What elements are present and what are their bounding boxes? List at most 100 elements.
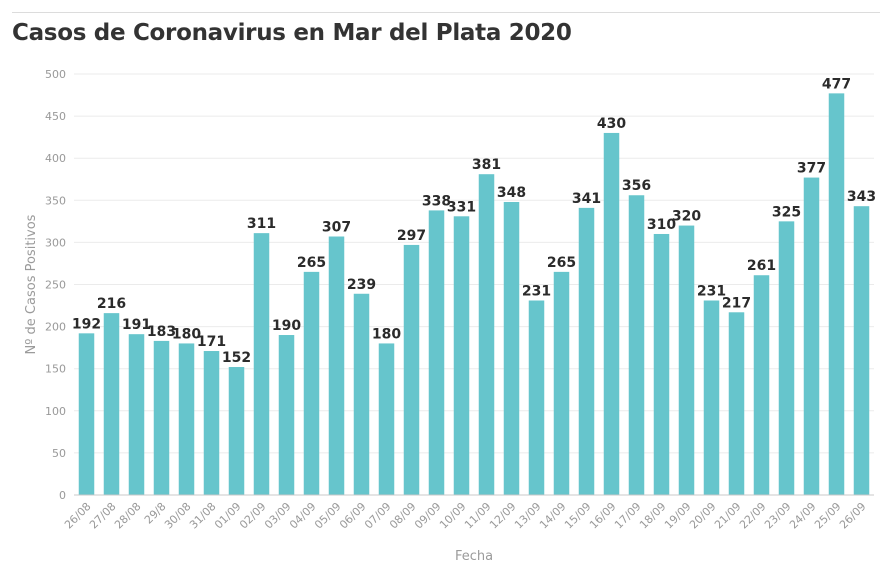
- x-tick-label: 23/09: [762, 500, 794, 532]
- bar: [528, 300, 545, 495]
- data-label: 325: [772, 204, 801, 220]
- bar: [478, 174, 495, 495]
- bar: [203, 351, 220, 495]
- x-tick-label: 26/08: [62, 500, 94, 532]
- x-tick-label: 17/09: [612, 500, 644, 532]
- data-label: 307: [322, 220, 351, 236]
- bar: [328, 236, 345, 496]
- x-tick-label: 20/09: [687, 500, 719, 532]
- data-label: 311: [247, 216, 276, 232]
- data-label: 265: [297, 255, 326, 271]
- x-tick-label: 07/09: [362, 500, 394, 532]
- x-tick-label: 18/09: [637, 500, 669, 532]
- data-label: 297: [397, 228, 426, 244]
- y-tick-label: 450: [45, 110, 66, 123]
- data-label: 310: [647, 217, 676, 233]
- x-axis-title: Fecha: [455, 549, 493, 564]
- data-label: 261: [747, 258, 776, 274]
- x-tick-label: 10/09: [437, 500, 469, 532]
- bar: [353, 293, 370, 495]
- bar: [728, 312, 745, 495]
- y-tick-label: 400: [45, 152, 66, 165]
- bar: [653, 233, 670, 496]
- x-tick-label: 31/08: [187, 500, 219, 532]
- x-tick-label: 12/09: [487, 500, 519, 532]
- data-label: 217: [722, 295, 751, 311]
- bar: [253, 233, 270, 495]
- x-tick-label: 14/09: [537, 500, 569, 532]
- x-tick-label: 27/08: [87, 500, 119, 532]
- data-label: 341: [572, 191, 601, 207]
- x-tick-label: 26/09: [837, 500, 869, 532]
- x-tick-label: 25/09: [812, 500, 844, 532]
- y-tick-label: 250: [45, 279, 66, 292]
- x-tick-label: 28/08: [112, 500, 144, 532]
- y-tick-label: 150: [45, 363, 66, 376]
- data-label: 180: [172, 326, 201, 342]
- chart-title: Casos de Coronavirus en Mar del Plata 20…: [12, 20, 572, 46]
- top-divider: [12, 12, 880, 13]
- x-tick-label: 24/09: [787, 500, 819, 532]
- bar: [603, 132, 620, 495]
- data-label: 183: [147, 324, 176, 340]
- bar: [853, 206, 870, 495]
- y-tick-label: 200: [45, 321, 66, 334]
- bar: [403, 244, 420, 495]
- y-axis-title: Nº de Casos Positivos: [24, 214, 39, 354]
- bar: [103, 313, 120, 495]
- bar: [828, 93, 845, 495]
- data-labels: 1922161911831801711523111902653072391802…: [72, 76, 876, 366]
- data-label: 430: [597, 116, 626, 132]
- x-tick-label: 21/09: [712, 500, 744, 532]
- data-label: 320: [672, 209, 701, 225]
- data-label: 381: [472, 157, 501, 173]
- x-tick-label: 30/08: [162, 500, 194, 532]
- data-label: 191: [122, 317, 151, 333]
- y-tick-label: 0: [59, 489, 66, 502]
- bar: [553, 271, 570, 495]
- bar: [228, 367, 245, 495]
- x-tick-label: 11/09: [462, 500, 494, 532]
- x-tick-label: 01/09: [212, 500, 244, 532]
- data-label: 171: [197, 334, 226, 350]
- x-tick-label: 02/09: [237, 500, 269, 532]
- bar: [428, 210, 445, 496]
- x-tick-label: 22/09: [737, 500, 769, 532]
- data-label: 348: [497, 185, 526, 201]
- data-label: 231: [697, 283, 726, 299]
- data-label: 231: [522, 283, 551, 299]
- y-tick-label: 100: [45, 405, 66, 418]
- bar: [128, 334, 145, 495]
- x-tick-label: 08/09: [387, 500, 419, 532]
- x-tick-label: 13/09: [512, 500, 544, 532]
- bar: [578, 207, 595, 496]
- x-tick-label: 09/09: [412, 500, 444, 532]
- data-label: 377: [797, 161, 826, 177]
- data-label: 216: [97, 296, 126, 312]
- bar: [303, 271, 320, 495]
- bar: [628, 195, 645, 496]
- bar: [753, 275, 770, 495]
- data-label: 331: [447, 199, 476, 215]
- bar: [678, 225, 695, 495]
- data-label: 356: [622, 178, 651, 194]
- data-label: 343: [847, 189, 876, 205]
- y-axis-ticks: 0 50 100 150 200 250 300 350 400 450 500: [45, 68, 66, 502]
- bar: [153, 340, 170, 495]
- data-label: 152: [222, 350, 251, 366]
- data-label: 190: [272, 318, 301, 334]
- bar: [78, 333, 95, 495]
- x-tick-label: 03/09: [262, 500, 294, 532]
- bar: [803, 177, 820, 496]
- bar: [278, 335, 295, 495]
- x-tick-label: 16/09: [587, 500, 619, 532]
- data-label: 239: [347, 277, 376, 293]
- bar: [503, 201, 520, 495]
- x-tick-label: 15/09: [562, 500, 594, 532]
- data-label: 265: [547, 255, 576, 271]
- bar: [703, 300, 720, 495]
- data-label: 180: [372, 326, 401, 342]
- y-tick-label: 50: [52, 447, 66, 460]
- y-tick-label: 500: [45, 68, 66, 81]
